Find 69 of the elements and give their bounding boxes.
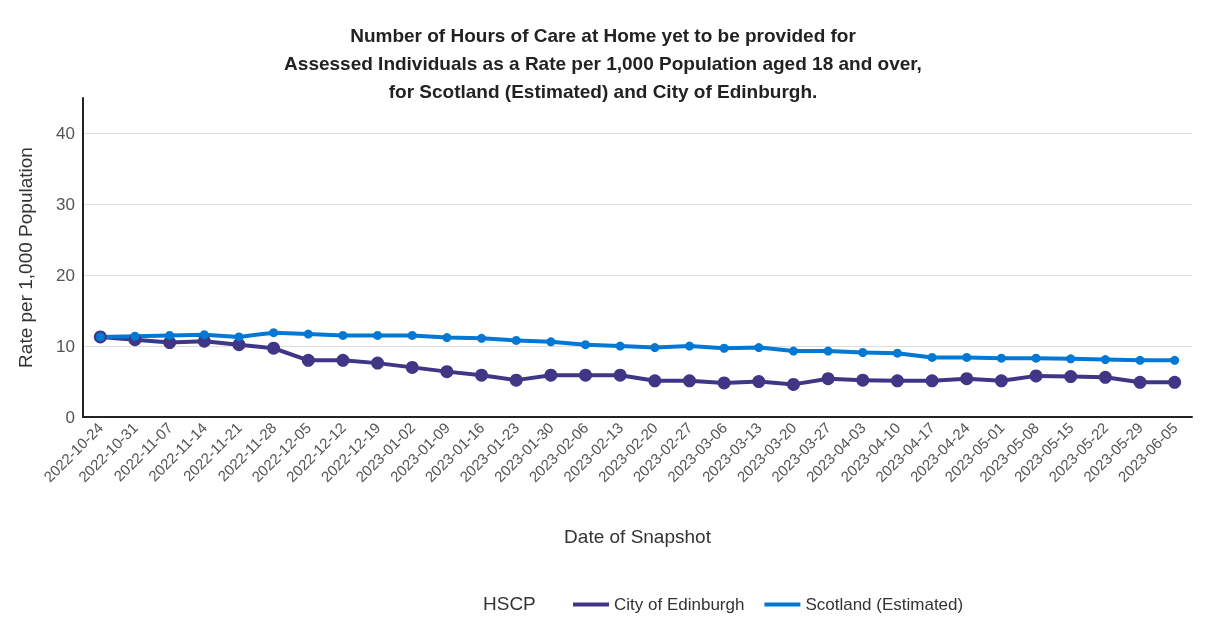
point [786, 377, 800, 391]
point [407, 330, 417, 340]
legend-label: City of Edinburgh [614, 595, 745, 614]
point [544, 368, 558, 382]
point [1066, 354, 1076, 364]
point [821, 372, 835, 386]
point [683, 374, 696, 388]
point [1029, 369, 1043, 383]
point [267, 341, 281, 355]
point [234, 332, 244, 342]
point [442, 333, 452, 343]
point [960, 372, 974, 386]
point [994, 374, 1008, 388]
point [996, 353, 1006, 363]
point [823, 346, 833, 356]
point [752, 375, 766, 389]
legend-label: Scotland (Estimated) [805, 595, 964, 614]
point [371, 356, 385, 370]
point [165, 330, 175, 340]
point [303, 329, 313, 339]
point [962, 352, 972, 362]
point [301, 353, 315, 367]
point [925, 374, 939, 388]
point [788, 346, 798, 356]
point [684, 341, 694, 351]
point [719, 343, 729, 353]
point [440, 365, 454, 379]
point [927, 352, 937, 362]
point [338, 330, 348, 340]
chart-title: Number of Hours of Care at Home yet to be provided for Assessed Individuals as a Rate per 1,000 Population aged 18 and over, for Scotland (Estimated) and City of Edinburgh. [284, 24, 922, 102]
point [717, 376, 731, 390]
point [648, 374, 662, 388]
y-tick-label: 10 [56, 336, 75, 356]
point [754, 343, 764, 353]
point [269, 328, 279, 338]
point [1031, 353, 1041, 363]
y-tick-label: 40 [56, 123, 75, 143]
point [613, 368, 627, 382]
x-axis-title: Date of Snapshot [564, 526, 712, 547]
point [581, 340, 591, 350]
point [405, 360, 419, 374]
point [509, 373, 523, 387]
point [373, 330, 383, 340]
point [1133, 375, 1147, 389]
point [1098, 370, 1112, 384]
point [511, 335, 521, 345]
point [1064, 370, 1078, 384]
point [475, 368, 489, 382]
point [650, 343, 660, 353]
y-axis-title: Rate per 1,000 Population [15, 147, 36, 368]
point [858, 347, 868, 357]
point [336, 353, 350, 367]
y-tick-label: 30 [56, 194, 75, 214]
point [199, 330, 209, 340]
point [1170, 355, 1180, 365]
y-tick-label: 0 [65, 407, 75, 427]
point [890, 374, 904, 388]
y-tick-label: 20 [56, 265, 75, 285]
legend-title: HSCP [483, 593, 536, 614]
point [546, 337, 556, 347]
point [1100, 355, 1110, 365]
point [1168, 375, 1182, 389]
point [579, 368, 593, 382]
point [892, 348, 902, 358]
point [856, 373, 870, 387]
point [130, 331, 140, 341]
point [1135, 355, 1145, 365]
point [477, 333, 487, 343]
point [615, 341, 625, 351]
